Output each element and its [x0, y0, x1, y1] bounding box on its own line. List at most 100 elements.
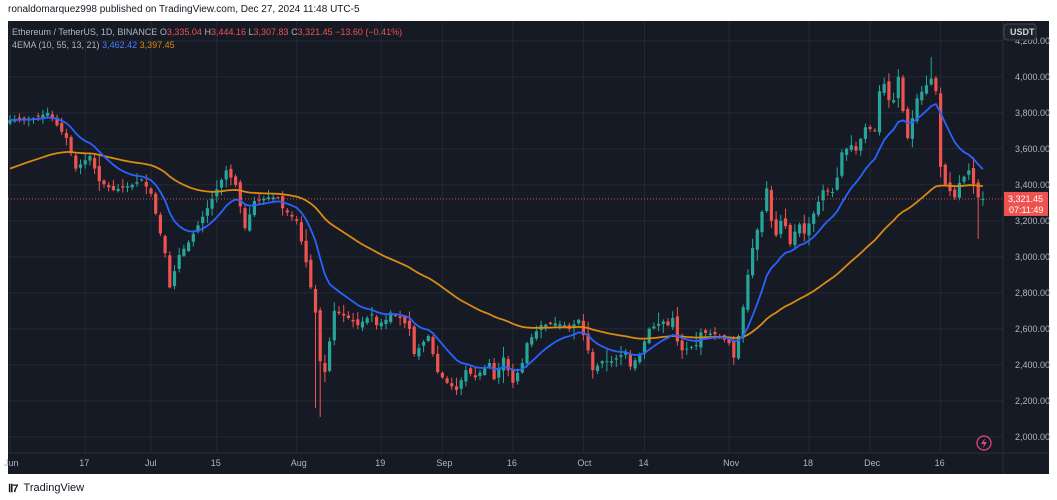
candle-body	[393, 315, 397, 317]
candle-body	[459, 380, 463, 389]
candle-body	[483, 367, 487, 375]
x-tick-label: Dec	[864, 458, 881, 468]
x-tick-label: Jul	[145, 458, 157, 468]
candle-body	[755, 229, 759, 250]
candle-body	[403, 315, 407, 324]
x-tick-label: Nov	[723, 458, 740, 468]
candle-body	[572, 324, 576, 328]
candle-body	[887, 81, 891, 101]
lightning-icon-bolt	[981, 438, 987, 448]
candle-body	[257, 199, 261, 201]
candle-body	[534, 331, 538, 339]
candle-body	[205, 208, 209, 216]
y-tick-label: 4,000.00	[1015, 72, 1050, 82]
candle-body	[234, 176, 238, 185]
candle-body	[187, 242, 191, 252]
candle-body	[563, 325, 567, 327]
candle-body	[469, 368, 473, 374]
candle-body	[69, 137, 73, 154]
candle-body	[431, 336, 435, 354]
candle-body	[600, 361, 604, 364]
candle-body	[346, 315, 350, 318]
candle-body	[962, 176, 966, 182]
candle-body	[121, 186, 125, 188]
candle-body	[276, 197, 280, 199]
y-tick-label: 2,400.00	[1015, 360, 1050, 370]
candle-body	[158, 214, 162, 234]
candle-body	[704, 330, 708, 333]
candle-body	[149, 188, 153, 194]
candle-body	[765, 188, 769, 212]
candle-body	[548, 322, 553, 324]
candle-body	[798, 224, 802, 234]
candle-body	[624, 352, 628, 355]
candle-body	[375, 316, 379, 326]
candle-body	[41, 114, 45, 119]
candle-body	[953, 189, 957, 198]
candle-body	[238, 182, 242, 207]
candle-body	[929, 78, 933, 85]
candle-body	[445, 378, 449, 383]
candle-body	[793, 231, 797, 246]
y-tick-label: 3,400.00	[1015, 180, 1050, 190]
candle-body	[262, 198, 266, 201]
candle-body	[746, 274, 750, 310]
x-tick-label: 15	[211, 458, 221, 468]
y-tick-label: 3,000.00	[1015, 252, 1050, 262]
candle-body	[191, 233, 195, 242]
candle-body	[88, 156, 92, 161]
footer: Ⅱ7 TradingView	[8, 481, 84, 495]
candle-body	[713, 331, 717, 335]
candle-body	[102, 180, 106, 185]
candle-body	[859, 138, 863, 151]
candle-body	[934, 78, 938, 92]
candle-body	[295, 219, 299, 221]
candle-body	[924, 85, 929, 94]
candle-body	[454, 386, 459, 390]
candle-body	[647, 328, 651, 344]
price-tag	[1004, 191, 1048, 216]
price-tag-value: 3,321.45	[1008, 194, 1043, 204]
candle-body	[210, 198, 214, 209]
candle-body	[967, 170, 971, 175]
candle-body	[868, 126, 872, 129]
candle-body	[915, 98, 919, 121]
candle-body	[50, 114, 54, 120]
candle-body	[939, 93, 943, 167]
candle-body	[628, 354, 632, 367]
candle-body	[304, 240, 308, 263]
candle-body	[116, 188, 120, 191]
candle-body	[309, 259, 313, 288]
candle-body	[544, 324, 548, 328]
candle-body	[675, 316, 679, 342]
candle-body	[779, 220, 783, 234]
legend-indicator-line: 4EMA (10, 55, 13, 21) 3,462.42 3,397.45	[12, 40, 175, 50]
candle-body	[407, 320, 412, 329]
candle-body	[389, 312, 393, 322]
candle-body	[948, 182, 952, 192]
candle-body	[826, 190, 830, 192]
candle-body	[342, 313, 346, 316]
candle-body	[464, 370, 468, 382]
candle-body	[802, 223, 806, 234]
candle-body	[360, 321, 365, 328]
candle-body	[807, 223, 811, 236]
candle-body	[154, 193, 158, 214]
candle-body	[619, 355, 623, 357]
candle-body	[863, 127, 867, 139]
candle-body	[525, 343, 529, 364]
candle-body	[17, 117, 21, 120]
candle-body	[478, 372, 482, 377]
candle-body	[877, 91, 882, 133]
candle-body	[845, 148, 849, 156]
candle-body	[854, 146, 858, 151]
candle-body	[741, 307, 745, 338]
candle-body	[614, 358, 618, 360]
candle-body	[501, 357, 506, 371]
x-tick-label: Sep	[436, 458, 452, 468]
candle-body	[638, 354, 642, 363]
candle-body	[892, 100, 896, 103]
candle-body	[328, 341, 332, 371]
candle-body	[821, 190, 825, 201]
